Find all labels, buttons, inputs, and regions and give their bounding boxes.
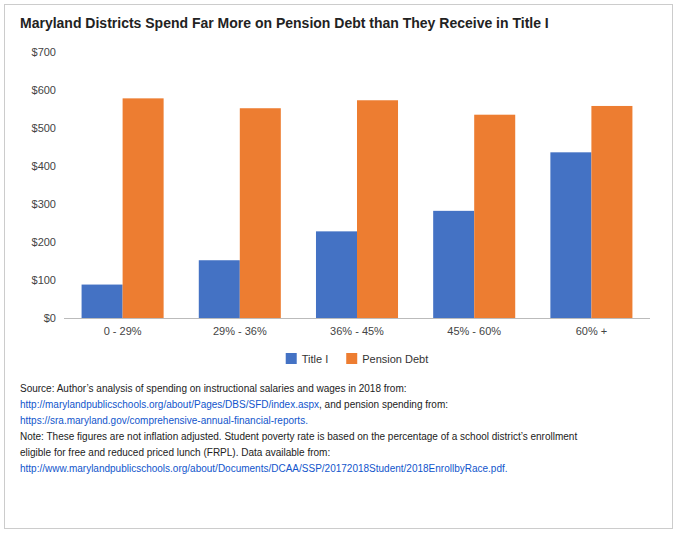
y-tick-label: $500	[32, 122, 56, 134]
bar	[474, 115, 515, 318]
legend-item: Title I	[286, 353, 329, 365]
bar	[550, 152, 591, 318]
background	[0, 0, 677, 533]
x-tick-label: 45% - 60%	[447, 325, 501, 337]
bars	[82, 98, 633, 318]
x-axis: 0 - 29% 29% - 36% 36% - 45% 45% - 60% 60% +	[64, 319, 650, 338]
x-tick-label: 29% - 36%	[213, 325, 267, 337]
legend-swatch	[286, 353, 297, 364]
bar	[357, 100, 398, 318]
bar	[199, 260, 240, 318]
x-tick-label: 36% - 45%	[330, 325, 384, 337]
footnote-line: Source: Author’s analysis of spending on…	[20, 383, 407, 394]
footnote-line: http://www.marylandpublicschools.org/abo…	[20, 463, 508, 474]
bar	[316, 231, 357, 318]
footnote-text: Source: Author’s analysis of spending on…	[20, 383, 407, 394]
y-tick-label: $0	[44, 312, 56, 324]
bar	[240, 108, 281, 318]
x-axis-line	[64, 318, 650, 319]
footnote-line: http://marylandpublicschools.org/about/P…	[20, 399, 448, 410]
y-tick-label: $200	[32, 236, 56, 248]
legend-label: Pension Debt	[362, 353, 428, 365]
y-tick-label: $400	[32, 160, 56, 172]
footnote-link: https://sra.maryland.gov/comprehensive-a…	[20, 415, 308, 426]
bar	[123, 98, 164, 318]
legend-label: Title I	[302, 353, 329, 365]
legend: Title I Pension Debt	[286, 353, 429, 365]
footnote-line: Note: These figures are not inflation ad…	[20, 431, 577, 442]
footnote-link: http://marylandpublicschools.org/about/P…	[20, 399, 319, 410]
bar	[591, 106, 632, 318]
y-tick-label: $700	[32, 46, 56, 58]
footnotes: Source: Author’s analysis of spending on…	[20, 383, 577, 474]
footnote-link: http://www.marylandpublicschools.org/abo…	[20, 463, 508, 474]
footnote-text: Note: These figures are not inflation ad…	[20, 431, 577, 442]
chart: Maryland Districts Spend Far More on Pen…	[0, 0, 677, 533]
y-tick-label: $600	[32, 84, 56, 96]
y-tick-label: $100	[32, 274, 56, 286]
x-tick-label: 0 - 29%	[104, 325, 142, 337]
y-tick-label: $300	[32, 198, 56, 210]
footnote-text: eligible for free and reduced priced lun…	[20, 447, 330, 458]
bar	[82, 285, 123, 318]
x-tick-label: 60% +	[576, 325, 608, 337]
legend-item: Pension Debt	[346, 353, 428, 365]
border	[5, 5, 673, 529]
footnote-line: eligible for free and reduced priced lun…	[20, 447, 330, 458]
bar	[433, 211, 474, 318]
footnote-line: https://sra.maryland.gov/comprehensive-a…	[20, 415, 308, 426]
legend-swatch	[346, 353, 357, 364]
title: Maryland Districts Spend Far More on Pen…	[20, 15, 549, 31]
y-axis: $0 $100 $200 $300 $400 $500 $600 $700	[32, 46, 56, 324]
footnote-text: , and pension spending from:	[319, 399, 448, 410]
